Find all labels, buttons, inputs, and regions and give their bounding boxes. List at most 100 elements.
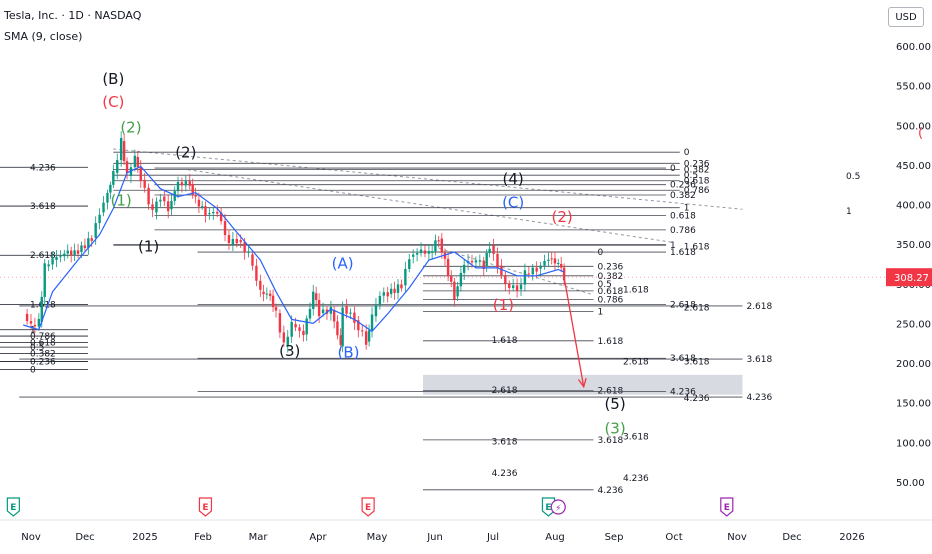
- fib-level-label: 4.236: [492, 469, 518, 479]
- time-tick-label: Feb: [194, 532, 212, 543]
- candle-body: [459, 272, 463, 287]
- candle-body: [66, 250, 69, 254]
- fib-level-label: 0.786: [30, 332, 56, 342]
- wave-label: (2): [552, 208, 573, 226]
- fib-level-label: 4.236: [30, 163, 56, 173]
- fib-level-label: 2.618: [623, 357, 649, 367]
- price-tick-label: 550.00: [896, 82, 931, 93]
- time-tick-label: 2026: [839, 532, 864, 543]
- candle-body: [282, 332, 286, 343]
- candle-body: [255, 265, 258, 281]
- trend-line-dashed: [438, 247, 594, 296]
- indicator-label[interactable]: SMA (9, close): [4, 30, 83, 43]
- time-tick-label: Jun: [426, 532, 443, 543]
- candle-body: [485, 252, 488, 267]
- candle-body: [370, 314, 374, 331]
- fib-level-label: 1.618: [492, 336, 518, 346]
- current-price-badge: [886, 268, 932, 287]
- time-tick-label: Aug: [545, 532, 565, 543]
- currency-button[interactable]: USD: [888, 7, 924, 27]
- candle-body: [543, 260, 546, 266]
- candle-body: [470, 261, 474, 263]
- candle-body: [271, 295, 275, 308]
- candle-body: [262, 291, 265, 295]
- candle-body: [33, 324, 37, 327]
- candle-body: [122, 141, 126, 162]
- candle-body: [76, 250, 80, 254]
- candle-body: [247, 251, 250, 253]
- candle-body: [434, 240, 437, 252]
- earnings-event-glyph: E: [10, 503, 16, 513]
- fib-level-label: 0.236: [598, 262, 624, 272]
- candle-body: [155, 201, 158, 213]
- symbol-title[interactable]: Tesla, Inc. · 1D · NASDAQ: [4, 9, 142, 22]
- time-tick-label: May: [367, 532, 388, 543]
- candle-body: [508, 283, 511, 289]
- candle-body: [159, 199, 162, 202]
- time-tick-label: Dec: [75, 532, 94, 543]
- wave-label: (3): [604, 420, 625, 438]
- wave-label: (1): [138, 237, 159, 255]
- candle-body: [353, 312, 356, 323]
- candle-body: [341, 307, 344, 347]
- fib-level-label: 0.618: [670, 212, 696, 222]
- earnings-event-marker[interactable]: E: [198, 497, 213, 517]
- candle-body: [535, 267, 538, 272]
- candle-body: [200, 206, 204, 208]
- candle-body: [462, 264, 466, 273]
- time-tick-label: Jul: [486, 532, 499, 543]
- candle-body: [25, 313, 29, 322]
- fib-level-label: 3.618: [492, 437, 518, 447]
- candle-body: [73, 250, 76, 256]
- candle-body: [562, 267, 566, 281]
- earnings-event-marker[interactable]: E: [361, 497, 375, 517]
- fib-level-label: 2.618: [492, 386, 518, 396]
- candle-body: [386, 292, 389, 297]
- candle-body: [29, 321, 33, 324]
- candle-body: [94, 223, 97, 238]
- candle-body: [321, 309, 325, 314]
- candle-body: [443, 252, 447, 259]
- candle-body: [259, 280, 262, 290]
- candle-body: [453, 281, 456, 300]
- fib-level-label: 4.236: [684, 394, 710, 404]
- candle-body: [170, 200, 173, 210]
- fib-level-label: 2.618: [746, 302, 772, 312]
- candle-body: [125, 161, 129, 174]
- candle-body: [151, 204, 154, 210]
- earnings-event-marker[interactable]: E: [541, 497, 556, 517]
- candle-body: [176, 182, 180, 192]
- candle-body: [339, 335, 342, 345]
- candle-body: [550, 258, 553, 260]
- candle-body: [361, 330, 364, 332]
- candle-body: [382, 292, 385, 296]
- fib-level-label: 0.236: [684, 159, 710, 169]
- wave-label: (2): [175, 144, 196, 162]
- earnings-event-glyph: E: [724, 503, 730, 513]
- candle-body: [396, 284, 400, 293]
- candle-body: [419, 249, 423, 254]
- earnings-event-marker[interactable]: E: [6, 497, 20, 517]
- fib-level-label: 0.382: [684, 166, 710, 176]
- candle-body: [180, 182, 184, 186]
- candle-body: [511, 285, 515, 289]
- candle-body: [80, 245, 83, 253]
- earnings-event-icon: [720, 497, 734, 517]
- time-tick-label: Mar: [249, 532, 269, 543]
- earnings-event-marker[interactable]: E: [720, 497, 734, 517]
- earnings-event-glyph: E: [202, 503, 208, 513]
- candle-body: [298, 327, 301, 331]
- fib-level-label: 0.618: [30, 338, 56, 348]
- candle-body: [197, 199, 201, 207]
- candle-body: [415, 253, 419, 255]
- fib-level-label: 3.618: [746, 355, 772, 365]
- fib-level-label: 1: [30, 326, 36, 336]
- candle-body: [430, 251, 434, 253]
- price-tick-label: 350.00: [896, 240, 931, 251]
- candle-body: [305, 318, 308, 335]
- candle-body: [527, 273, 531, 275]
- candle-body: [290, 321, 293, 337]
- candle-body: [139, 167, 142, 181]
